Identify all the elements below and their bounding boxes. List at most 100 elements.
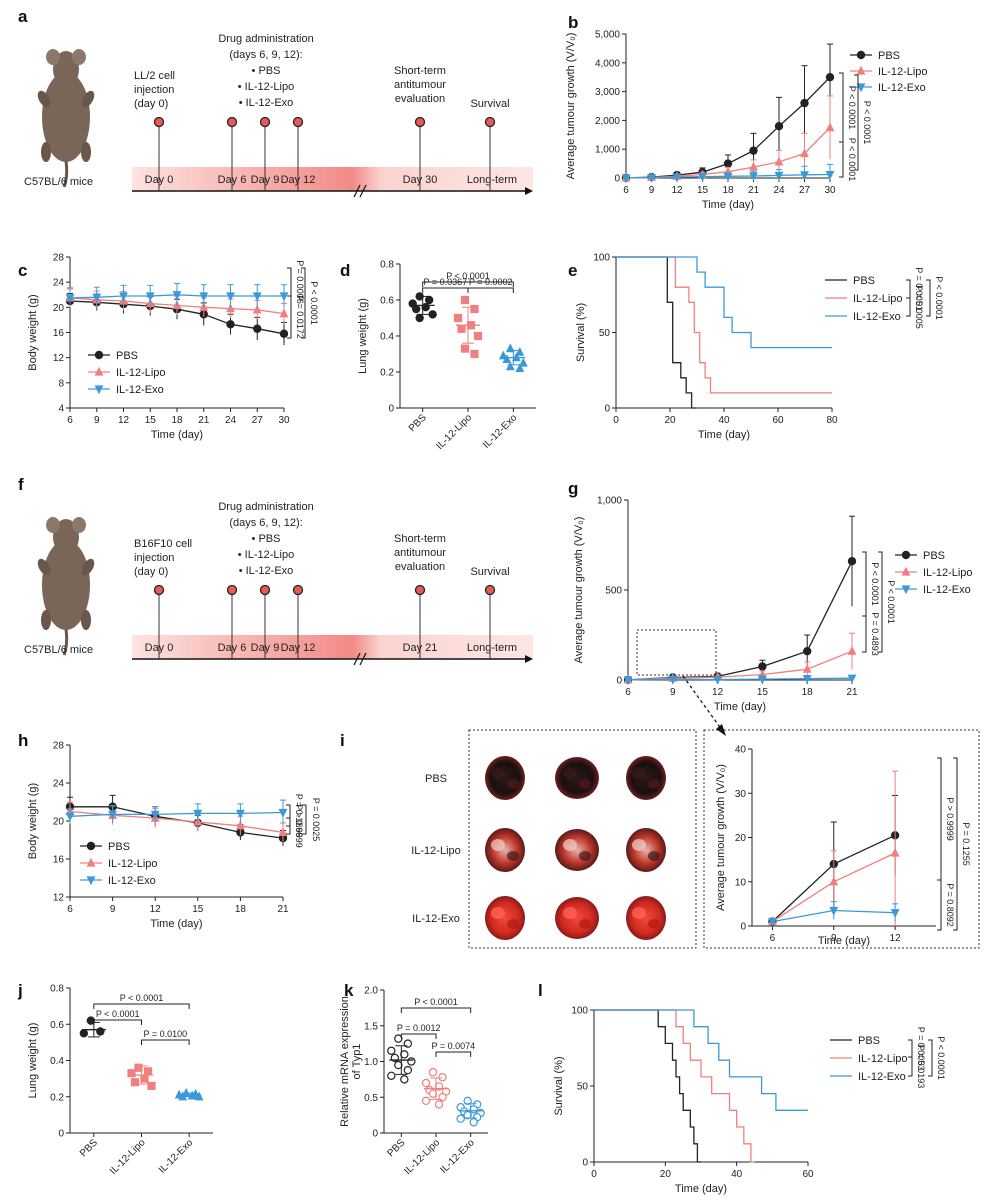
stat-bracket <box>422 281 514 287</box>
data-point <box>108 810 118 820</box>
drug-admin-text: • IL-12-Exo <box>239 97 294 109</box>
y-axis-label: Survival (%) <box>553 1056 565 1115</box>
y-tick-label: 0.5 <box>364 1093 378 1104</box>
x-tick-label: 30 <box>278 415 290 426</box>
x-axis-label: Time (day) <box>150 918 202 930</box>
mouse-ear <box>46 49 60 65</box>
x-axis-label: Time (day) <box>818 935 870 947</box>
stat-bracket <box>908 1039 913 1058</box>
y-tick-label: 28 <box>53 741 65 752</box>
stat-bracket <box>422 287 469 293</box>
data-point <box>387 1071 396 1081</box>
short-term-text: antitumour <box>394 547 446 559</box>
x-tick-label: 18 <box>171 415 183 426</box>
y-tick-label: 0.8 <box>380 260 394 271</box>
mouse-icon <box>37 49 95 188</box>
data-point <box>749 172 758 182</box>
data-point <box>505 361 515 371</box>
x-tick-label: 9 <box>94 415 100 426</box>
stat-bracket <box>400 1033 437 1039</box>
stat-bracket <box>286 804 291 827</box>
data-point <box>829 906 839 916</box>
y-axis-label: Lung weight (g) <box>27 1023 39 1099</box>
legend-label: IL-12-Exo <box>108 875 156 887</box>
y-tick-label: 0 <box>582 1158 588 1169</box>
data-point <box>470 349 479 359</box>
panel-letter: b <box>568 13 578 32</box>
short-term-text: evaluation <box>395 93 445 105</box>
drug-admin-text: • IL-12-Exo <box>239 565 294 577</box>
x-tick-label: IL-12-Lipo <box>435 412 475 452</box>
series-line <box>594 1009 755 1163</box>
mouse-leg <box>81 142 91 162</box>
chart-j: 0 0.2 0.4 0.6 0.8 Lung weight (g) PBS IL-12-Lip… <box>27 984 213 1177</box>
stat-label: P = 0.0367 <box>424 277 468 287</box>
legend-label: PBS <box>108 841 130 853</box>
cell-injection-text: (day 0) <box>134 98 168 110</box>
data-point <box>279 292 289 302</box>
lung-sample <box>626 896 666 940</box>
stat-label: P = 0.0025 <box>311 798 321 842</box>
lung-lobe <box>563 767 577 779</box>
drug-admin-text: • PBS <box>252 65 281 77</box>
data-point <box>79 1029 89 1038</box>
x-tick-label: 27 <box>252 415 264 426</box>
data-point <box>800 171 809 181</box>
x-tick-label: 0 <box>591 1169 597 1180</box>
stat-label: P < 0.0001 <box>847 138 857 182</box>
stat-bracket <box>302 804 307 835</box>
y-tick-label: 0 <box>616 676 622 687</box>
lung-row-label: IL-12-Exo <box>412 913 460 925</box>
lung-sample <box>485 828 525 872</box>
data-point <box>463 1110 472 1120</box>
x-axis-label: Time (day) <box>151 429 203 441</box>
y-axis-label: Lung weight (g) <box>357 298 369 374</box>
lung-photo-panel: PBS IL-12-Lipo IL-12-Exo <box>411 729 697 949</box>
data-point <box>757 675 767 685</box>
x-tick-label: IL-12-Exo <box>157 1137 196 1176</box>
cell-injection-text: injection <box>134 84 174 96</box>
stat-label: P < 0.0001 <box>96 1009 140 1019</box>
mouse-leg <box>41 610 51 630</box>
x-tick-label: 21 <box>846 687 858 698</box>
timeline-day-label: Day 30 <box>403 174 438 186</box>
y-axis-label: Average tumour growth (V/V₀) <box>573 517 585 664</box>
y-tick-label: 12 <box>53 353 65 364</box>
legend-label: IL-12-Exo <box>853 311 901 323</box>
legend-label: IL-12-Exo <box>923 584 971 596</box>
timeline-f: C57BL/6 mice Day 0 Day 6 Day 9 Day 12 Day 21 L… <box>24 501 533 666</box>
lung-lobe <box>563 839 577 851</box>
legend-marker <box>856 83 866 93</box>
mouse-leg <box>37 558 51 576</box>
x-tick-label: 6 <box>67 415 73 426</box>
x-tick-label: 80 <box>826 415 838 426</box>
x-axis-label: Time (day) <box>675 1183 727 1195</box>
lung-sample <box>555 897 599 939</box>
timeline-a: C57BL/6 mice Day 0 Day 6 Day 9 Day 12 Day 30 L… <box>24 33 533 198</box>
data-point <box>723 159 733 168</box>
legend-marker <box>901 550 911 560</box>
legend-label: IL-12-Lipo <box>878 66 928 78</box>
data-point <box>515 363 525 372</box>
timeline-pin <box>226 116 238 128</box>
stat-label: P < 0.0001 <box>870 562 880 606</box>
mouse-label: C57BL/6 mice <box>24 176 93 188</box>
data-point <box>145 292 155 302</box>
stat-label: P = 0.1866 <box>294 794 304 838</box>
short-term-text: Short-term <box>394 65 446 77</box>
mouse-leg <box>41 142 51 162</box>
data-point <box>470 304 479 314</box>
legend-marker <box>94 366 104 376</box>
x-tick-label: IL-12-Lipo <box>108 1137 148 1177</box>
data-point <box>621 174 631 184</box>
drug-admin-text: • IL-12-Lipo <box>238 81 294 93</box>
timeline-arrow <box>525 655 533 663</box>
data-point <box>147 1081 156 1090</box>
y-tick-label: 0.2 <box>380 368 394 379</box>
mouse-ear <box>72 49 86 65</box>
lung-lobe <box>648 779 660 789</box>
stat-bracket <box>287 295 292 339</box>
legend-marker <box>86 876 96 886</box>
legend-marker <box>856 50 866 60</box>
